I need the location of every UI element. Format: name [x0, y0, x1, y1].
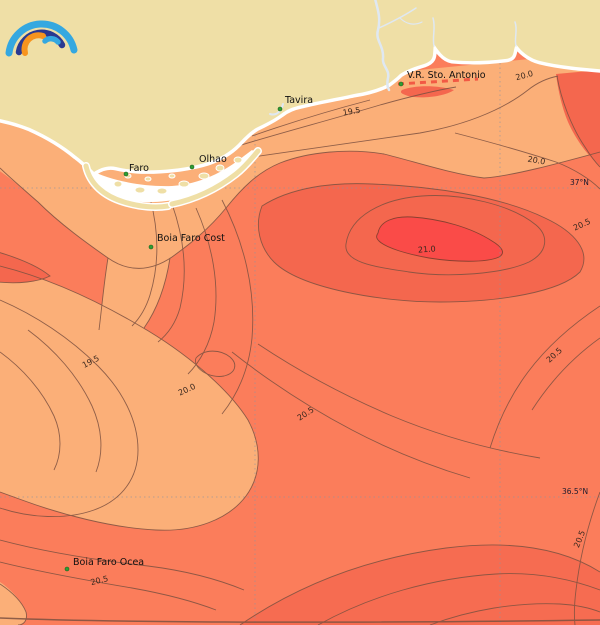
place-marker-tavira [277, 106, 283, 112]
contour-line [531, 337, 600, 411]
place-label-tavira: Tavira [284, 95, 313, 106]
contour-line [131, 197, 158, 327]
contour-line [239, 544, 600, 625]
guadiana-river [374, 0, 391, 92]
contour-line [257, 183, 585, 303]
lagoon [82, 147, 262, 211]
dark-patch-coast [400, 86, 454, 98]
river-branch [378, 7, 417, 29]
contour-label: 21.0 [418, 244, 436, 254]
rivers [269, 0, 517, 116]
place-label-boia-faro-cost: Boia Faro Cost [157, 233, 225, 244]
contour-line [157, 203, 185, 343]
islet [113, 180, 123, 188]
contour-line [231, 351, 471, 479]
contour-line [27, 329, 102, 473]
contour-line [489, 305, 600, 449]
contour-line [317, 573, 600, 625]
contour-line [345, 195, 545, 276]
islet [134, 186, 146, 194]
contour-line [0, 561, 217, 611]
islet [144, 176, 152, 182]
estuary-creek [432, 17, 435, 47]
islet [233, 156, 243, 164]
rainbow-logo [5, 20, 78, 57]
contour-label: 19.5 [342, 106, 361, 118]
logo-inner-arc-icon [42, 35, 61, 45]
islet [215, 164, 225, 172]
lagoon-islets [113, 156, 243, 195]
contour-line [0, 150, 600, 269]
contour-line [429, 603, 600, 625]
dark-tongue-left [0, 252, 50, 283]
logo-outer-arc-icon [5, 20, 78, 57]
place-marker-boia-faro-cost [148, 244, 154, 250]
place-labels: V.R. Sto. Antonio Tavira Olhao Faro Boia… [73, 70, 486, 568]
contour-line [454, 132, 600, 190]
contour-label: 20.0 [527, 155, 546, 167]
contour-line [556, 75, 600, 168]
landmass [0, 0, 600, 172]
lat-label-37n: 37°N [570, 178, 589, 187]
contour-line [221, 199, 254, 415]
contour-line [573, 491, 600, 625]
contour-line [98, 257, 109, 331]
estuary-creek [514, 21, 517, 47]
logo-orange-arc-icon [21, 32, 46, 56]
lat-label-365n: 36.5°N [562, 487, 588, 496]
contour-line [251, 99, 371, 137]
beach-dash-east [397, 77, 479, 86]
lagoon-water [90, 150, 258, 203]
contour-label: 20.5 [90, 574, 109, 587]
river-branch [399, 17, 423, 25]
contour-line [0, 252, 51, 284]
place-label-olhao: Olhao [199, 154, 227, 165]
contour-line [0, 265, 259, 531]
contour-line [0, 299, 139, 517]
place-label-boia-faro-ocea: Boia Faro Ocea [73, 557, 144, 568]
islet [168, 173, 176, 179]
contour-line [0, 617, 600, 623]
contour-line [237, 86, 457, 147]
contour-lines [0, 75, 600, 625]
left-light-lobe [0, 266, 259, 531]
contour-line [257, 343, 541, 459]
contour-line [195, 350, 236, 377]
islet [178, 180, 190, 188]
beach-warm-dashes [285, 77, 479, 105]
islet [156, 187, 168, 195]
place-marker-vrsa [398, 81, 404, 87]
barrier-spit [83, 163, 171, 210]
contour-line [245, 75, 559, 159]
place-label-faro: Faro [129, 163, 149, 174]
corner-light-patch [0, 582, 27, 625]
hot-core-blob [376, 216, 503, 262]
place-marker-boia-faro-ocea [64, 566, 70, 572]
contour-line [143, 257, 171, 329]
contour-line [0, 583, 27, 625]
barrier-chain [169, 148, 261, 207]
contour-label: 20.0 [515, 69, 535, 82]
place-marker-faro [123, 171, 129, 177]
dark-corner-ne [556, 70, 600, 166]
contour-line [0, 351, 61, 471]
place-markers [64, 81, 404, 572]
contour-line [0, 539, 245, 591]
islet [198, 172, 210, 180]
place-label-vrsa: V.R. Sto. Antonio [407, 70, 486, 81]
latitude-labels: 37°N 36.5°N [562, 178, 589, 496]
tavira-inlet [269, 103, 284, 116]
contour-line [187, 207, 217, 375]
place-marker-olhao [189, 164, 195, 170]
